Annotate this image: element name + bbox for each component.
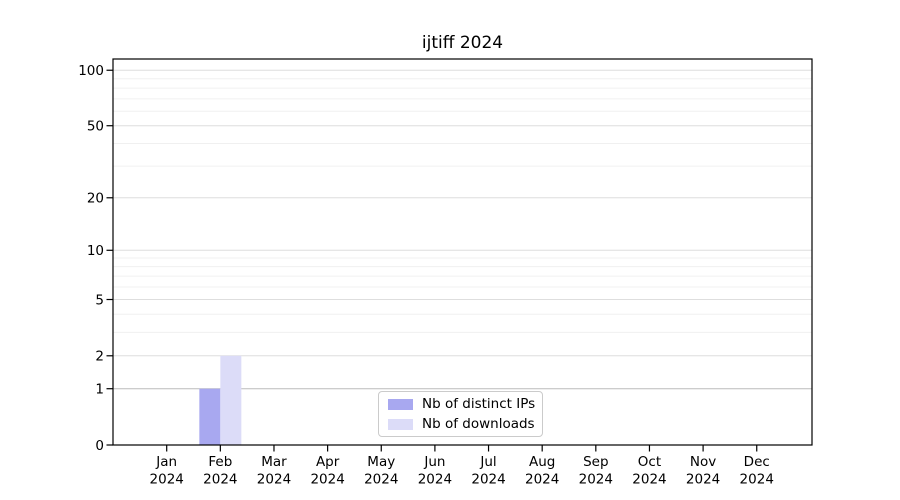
x-tick-label-month: May [367,454,395,470]
bar-downloads [220,355,242,445]
y-tick-label: 100 [78,63,104,79]
y-tick-label: 50 [87,119,104,135]
chart-title: ijtiff 2024 [421,33,504,53]
x-tick-label-month: Jul [479,454,496,470]
x-tick-label-year: 2024 [203,472,237,488]
legend-label-downloads: Nb of downloads [422,416,535,432]
bar-distinct-ips [199,388,221,445]
x-tick-label-year: 2024 [364,472,398,488]
legend-item-distinct-ips: Nb of distinct IPs [388,396,542,412]
x-tick-label-month: Dec [744,454,770,470]
x-tick-label-year: 2024 [418,472,452,488]
legend-swatch-downloads [388,418,413,430]
legend-item-downloads: Nb of downloads [388,416,542,432]
x-tick-label-month: Jun [423,454,445,470]
x-tick-label-month: Feb [208,454,232,470]
y-tick-label: 0 [95,438,104,454]
y-tick-label: 10 [87,243,104,259]
x-tick-label-month: Sep [583,454,608,470]
x-tick-label-year: 2024 [257,472,291,488]
y-tick-label: 20 [87,191,104,207]
plot-frame [112,58,813,446]
legend-swatch-distinct-ips [388,398,413,410]
x-tick-label-month: Mar [261,454,287,470]
y-tick-label: 5 [95,292,104,308]
x-tick-label-year: 2024 [740,472,774,488]
x-tick-label-year: 2024 [310,472,344,488]
x-tick-label-month: Nov [690,454,716,470]
x-tick-label-year: 2024 [632,472,666,488]
x-tick-label-year: 2024 [579,472,613,488]
y-tick-label: 1 [95,382,104,398]
x-tick-label-year: 2024 [686,472,720,488]
x-tick-label-month: Aug [529,454,555,470]
x-tick-label-month: Jan [155,454,177,470]
x-tick-label-year: 2024 [471,472,505,488]
legend-label-distinct-ips: Nb of distinct IPs [422,396,536,412]
y-tick-label: 2 [95,349,104,365]
x-tick-label-year: 2024 [525,472,559,488]
x-tick-label-year: 2024 [150,472,184,488]
legend: Nb of distinct IPs Nb of downloads [378,391,543,437]
x-tick-label-month: Apr [316,454,340,470]
x-tick-label-month: Oct [638,454,661,470]
